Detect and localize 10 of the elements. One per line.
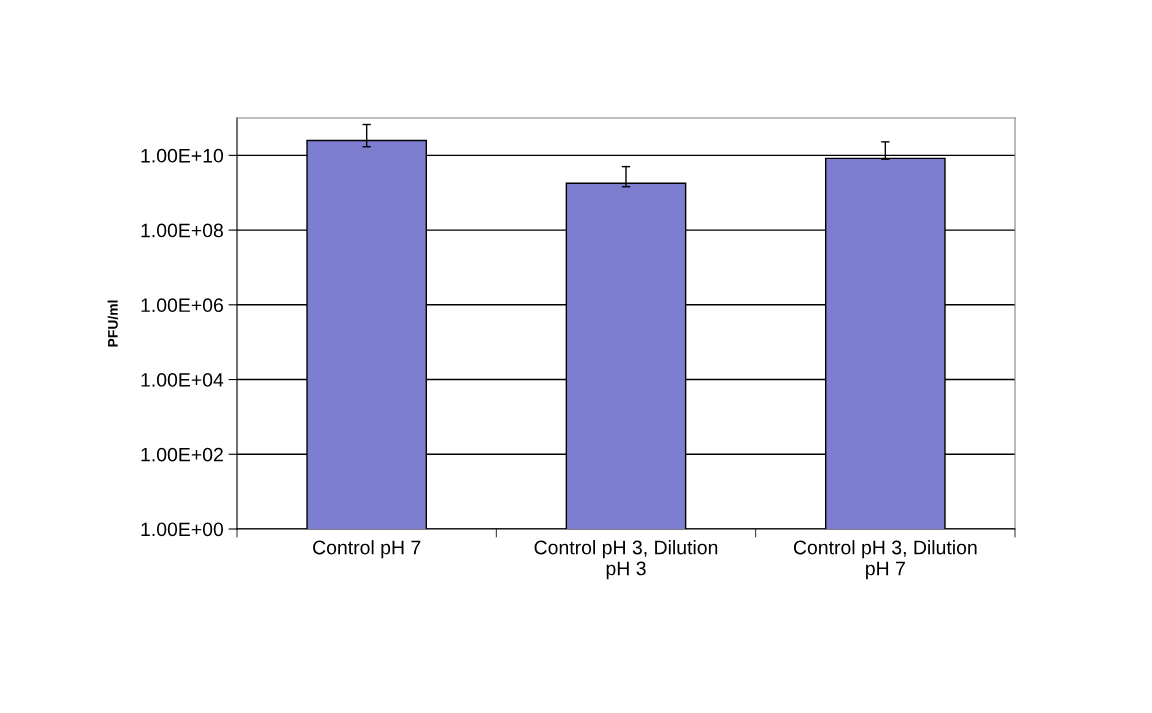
x-tick-label: Control pH 7 [313, 540, 421, 559]
x-tick-label: Control pH 3, Dilution pH 3 [534, 540, 718, 580]
y-tick-label: 1.00E+10 [141, 148, 224, 163]
y-axis-title: PFU/ml [107, 300, 118, 347]
x-tick-label: Control pH 3, Dilution pH 7 [793, 540, 977, 580]
y-tick-label: 1.00E+02 [141, 447, 223, 462]
y-tick-label: 1.00E+04 [141, 373, 224, 387]
y-tick-label: 1.00E+06 [141, 298, 223, 313]
y-tick-label: 1.00E+00 [141, 522, 224, 537]
y-tick-label: 1.00E+08 [141, 223, 223, 238]
